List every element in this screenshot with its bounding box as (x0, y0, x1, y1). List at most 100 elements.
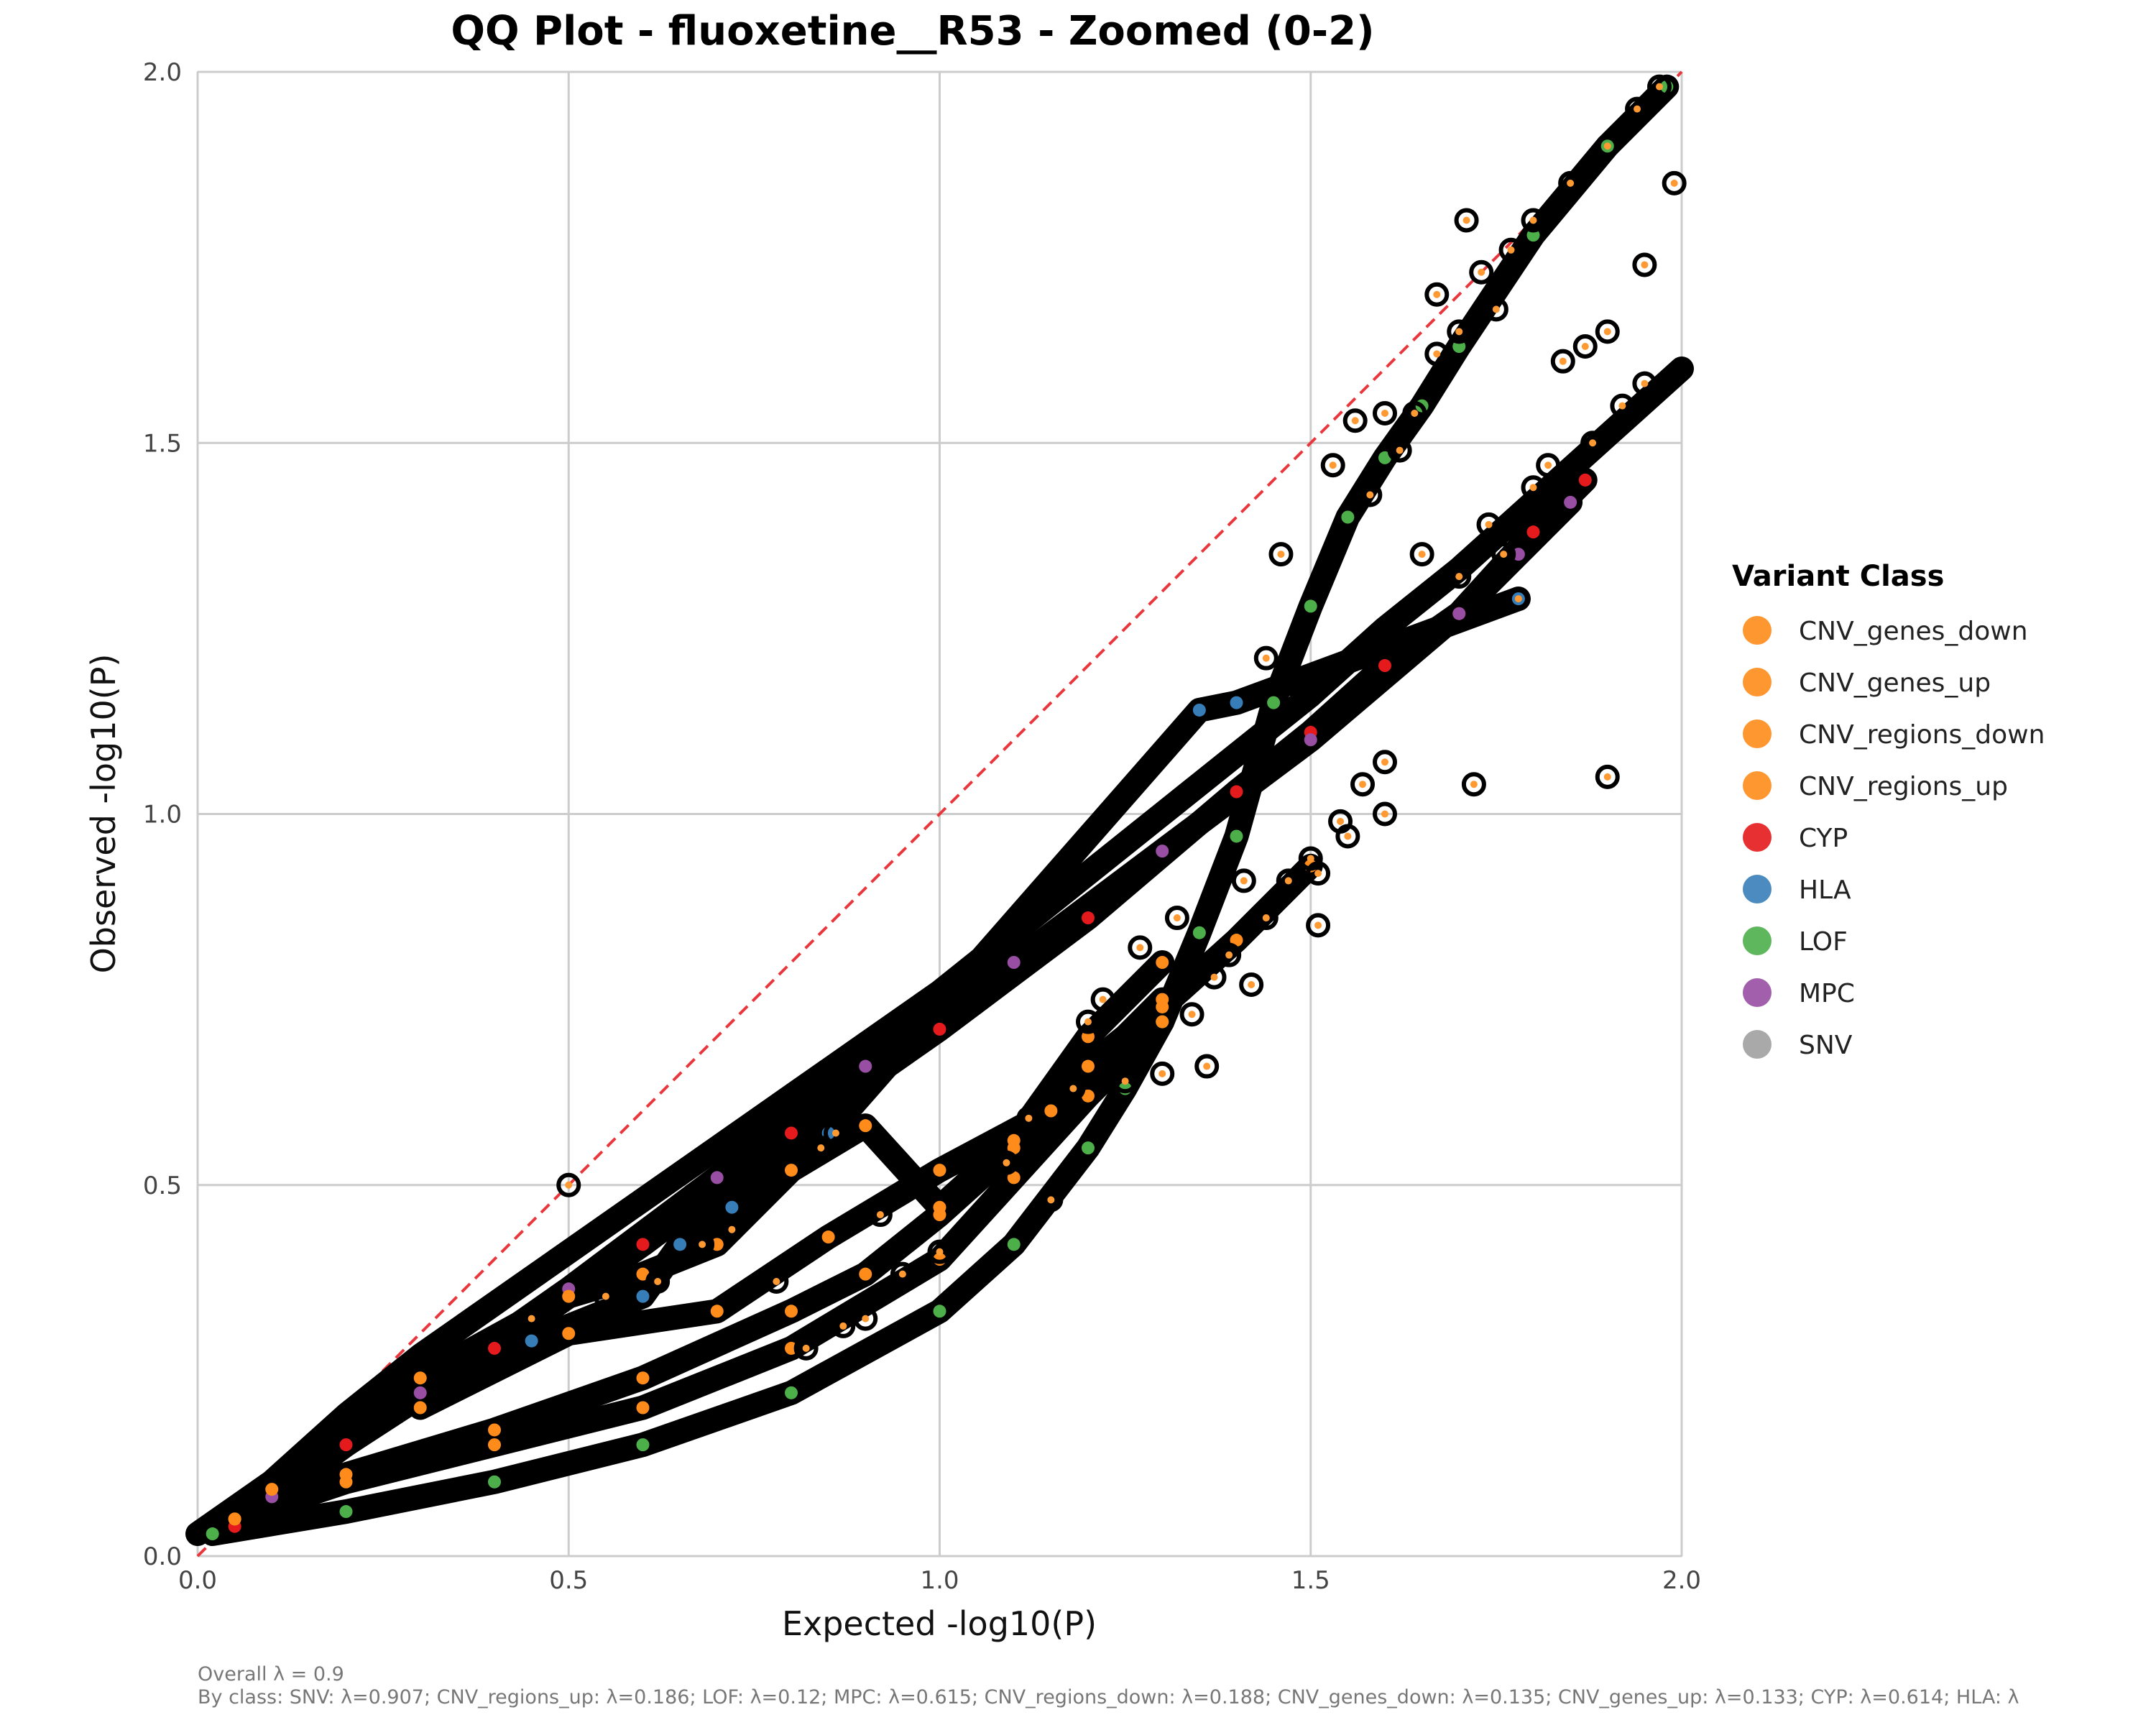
highlighted-point-core (1641, 261, 1649, 269)
highlighted-point-core (1344, 832, 1352, 840)
series-band-CNV_regions_up (222, 853, 1323, 1532)
highlighted-point (1373, 750, 1397, 775)
highlighted-point (1521, 475, 1546, 500)
data-point-CYP (1230, 785, 1243, 799)
highlighted-point (1016, 1105, 1041, 1131)
highlighted-point-core (1529, 484, 1537, 492)
highlighted-point (1595, 319, 1620, 344)
data-point-CNV_genes_down (933, 1164, 946, 1177)
highlighted-point-core (1210, 973, 1218, 981)
data-point-SNV (488, 1297, 501, 1310)
highlighted-point-core (1203, 1062, 1211, 1070)
highlighted-point (1558, 170, 1583, 196)
data-point-CNV_regions_down (636, 1401, 650, 1414)
highlighted-point (1112, 1069, 1138, 1094)
x-axis-ticks: 0.0 0.5 1.0 1.5 2.0 (178, 1566, 1701, 1595)
highlighted-point (1150, 1061, 1175, 1086)
legend-label-CNV_genes_down: CNV_genes_down (1799, 617, 2028, 646)
highlighted-point (1268, 542, 1294, 567)
legend-marker-MPC (1743, 978, 1772, 1007)
highlighted-point-core (1641, 380, 1649, 387)
data-point-LOF (1230, 829, 1243, 843)
highlighted-point (1454, 208, 1479, 233)
data-point-CNV_genes_down (821, 1230, 835, 1244)
highlighted-point (1179, 1002, 1204, 1027)
x-tick-label: 1.5 (1291, 1566, 1330, 1595)
legend-label-SNV: SNV (1799, 1031, 1853, 1060)
data-point-CNV_regions_up (859, 1267, 872, 1281)
data-point-MPC (1564, 495, 1577, 509)
highlighted-point-core (1381, 810, 1388, 818)
highlighted-point-core (1262, 914, 1270, 922)
x-tick-label: 0.0 (178, 1566, 217, 1595)
data-point-LOF (1192, 926, 1206, 939)
data-point-LOF (339, 1505, 353, 1519)
legend-marker-SNV (1743, 1030, 1772, 1059)
legend-label-MPC: MPC (1799, 979, 1855, 1008)
highlighted-point-core (1514, 595, 1522, 603)
data-point-MPC (1304, 733, 1317, 747)
highlighted-point-core (1411, 409, 1419, 417)
data-point-SNV (339, 1408, 353, 1422)
highlighted-point-core (862, 1315, 870, 1322)
highlighted-point-core (876, 1211, 884, 1219)
highlighted-point (1276, 868, 1301, 893)
data-point-SNV (636, 1193, 650, 1207)
legend-label-CNV_genes_up: CNV_genes_up (1799, 668, 1991, 698)
highlighted-point (1461, 772, 1486, 797)
highlighted-point (793, 1335, 819, 1361)
legend-marker-CNV_regions_down (1743, 719, 1772, 748)
x-tick-label: 2.0 (1662, 1566, 1701, 1595)
data-point-CNV_genes_down (562, 1327, 576, 1340)
highlighted-point-core (1603, 773, 1611, 781)
data-point-CNV_regions_down (1007, 1171, 1021, 1184)
highlighted-point-core (1359, 781, 1367, 788)
data-point-SNV (1156, 807, 1169, 821)
highlighted-point (1476, 512, 1501, 537)
data-point-SNV (933, 985, 946, 999)
data-point-SNV (1600, 428, 1614, 442)
data-point-MPC (859, 1059, 872, 1073)
highlighted-point (1572, 334, 1598, 359)
data-point-CYP (1082, 911, 1095, 925)
highlighted-point (593, 1284, 618, 1309)
highlighted-point-core (1099, 995, 1107, 1003)
highlighted-point-core (1478, 268, 1485, 276)
data-point-CNV_regions_down (228, 1512, 241, 1526)
highlighted-point (1647, 74, 1672, 99)
highlighted-point-core (1084, 1018, 1092, 1026)
x-tick-label: 0.5 (549, 1566, 588, 1595)
data-point-CNV_genes_up (859, 1119, 872, 1133)
data-point-LOF (1267, 696, 1281, 709)
highlighted-point (1506, 586, 1531, 612)
highlighted-point-core (1188, 1011, 1196, 1018)
highlighted-point (853, 1306, 878, 1331)
highlighted-point-core (802, 1344, 810, 1352)
data-point-CNV_genes_down (710, 1305, 724, 1318)
highlighted-point (808, 1136, 834, 1161)
highlighted-point (1424, 341, 1450, 367)
legend-label-CYP: CYP (1799, 824, 1848, 853)
data-point-SNV (1304, 689, 1317, 702)
highlighted-point (1483, 297, 1508, 322)
data-point-SNV (1082, 867, 1095, 880)
highlighted-point-core (817, 1144, 825, 1152)
highlighted-point (690, 1232, 715, 1257)
highlighted-point-core (1455, 573, 1463, 581)
highlighted-point (1358, 482, 1383, 507)
highlighted-point (1373, 801, 1397, 827)
y-axis-ticks: 0.0 0.5 1.0 1.5 2.0 (143, 58, 182, 1571)
highlighted-point-core (1284, 877, 1292, 885)
highlighted-point-core (1670, 179, 1678, 187)
highlighted-point-core (602, 1292, 609, 1300)
data-point-LOF (933, 1305, 946, 1318)
data-point-CNV_genes_up (933, 1200, 946, 1214)
highlighted-point (1061, 1076, 1086, 1101)
highlighted-point (1342, 408, 1368, 433)
highlighted-point (1231, 868, 1256, 893)
y-tick-label: 0.0 (143, 1542, 182, 1571)
highlighted-point (519, 1306, 544, 1331)
data-point-LOF (1378, 451, 1391, 464)
highlighted-point-core (1470, 781, 1478, 788)
highlighted-point-core (1656, 83, 1664, 91)
